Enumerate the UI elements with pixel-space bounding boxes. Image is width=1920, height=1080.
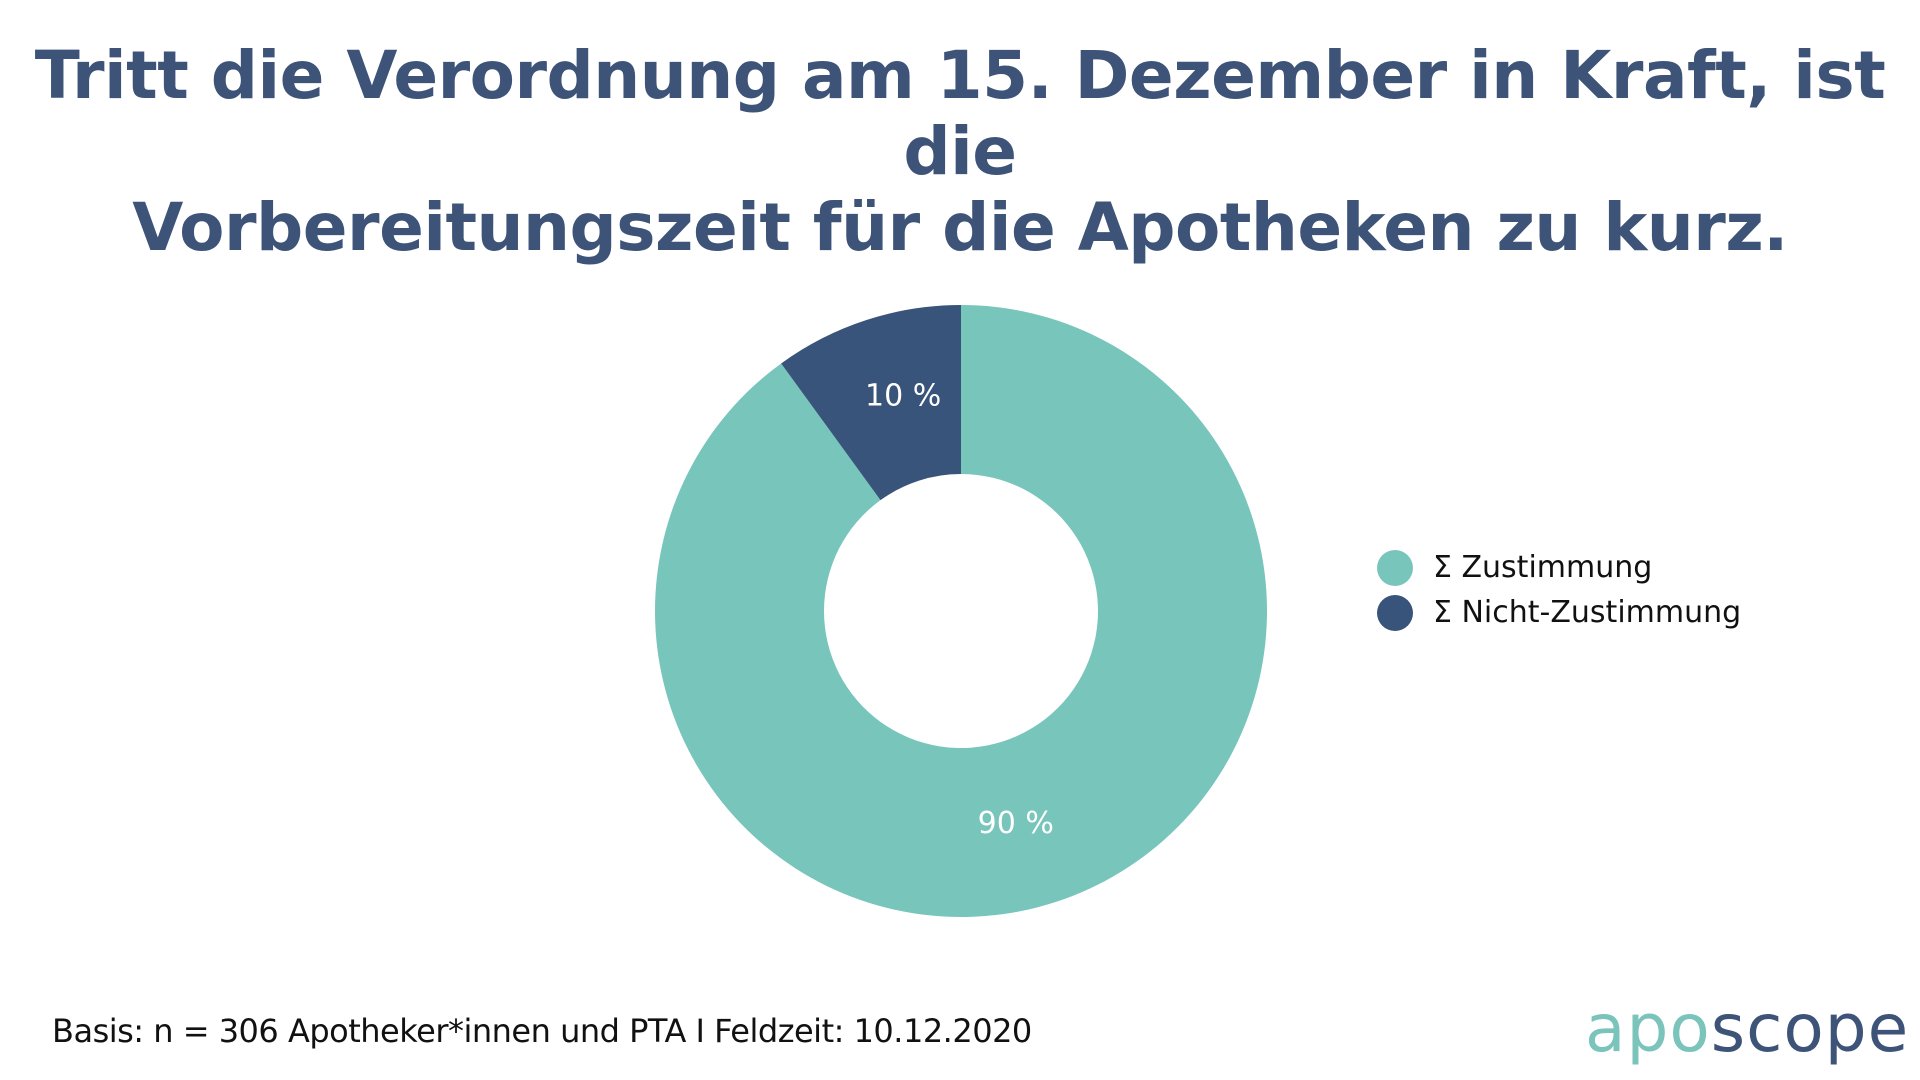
legend-label-nicht-zustimmung: Σ Nicht-Zustimmung: [1433, 595, 1742, 630]
donut-slice-zustimmung: [654, 305, 1268, 917]
legend-item-zustimmung: Σ Zustimmung: [1377, 545, 1741, 590]
logo-part-scope: scope: [1710, 990, 1910, 1067]
logo-part-apo: apo: [1585, 990, 1711, 1067]
data-label-nicht-zustimmung: 10 %: [865, 379, 941, 414]
chart-title: Tritt die Verordnung am 15. Dezember in …: [0, 38, 1920, 266]
legend-swatch-nicht-zustimmung: [1377, 594, 1413, 631]
aposcope-logo: aposcope: [1585, 990, 1909, 1067]
chart-title-line-2: Vorbereitungszeit für die Apotheken zu k…: [132, 189, 1788, 266]
donut-slice-nicht-zustimmung: [781, 305, 961, 501]
data-label-zustimmung: 90 %: [978, 806, 1054, 841]
legend-item-nicht-zustimmung: Σ Nicht-Zustimmung: [1377, 590, 1741, 635]
legend-swatch-zustimmung: [1377, 549, 1413, 586]
legend: Σ Zustimmung Σ Nicht-Zustimmung: [1377, 545, 1741, 635]
chart-title-line-1: Tritt die Verordnung am 15. Dezember in …: [34, 37, 1886, 190]
legend-label-zustimmung: Σ Zustimmung: [1433, 550, 1653, 585]
footer-basis-note: Basis: n = 306 Apotheker*innen und PTA I…: [52, 1012, 1032, 1050]
